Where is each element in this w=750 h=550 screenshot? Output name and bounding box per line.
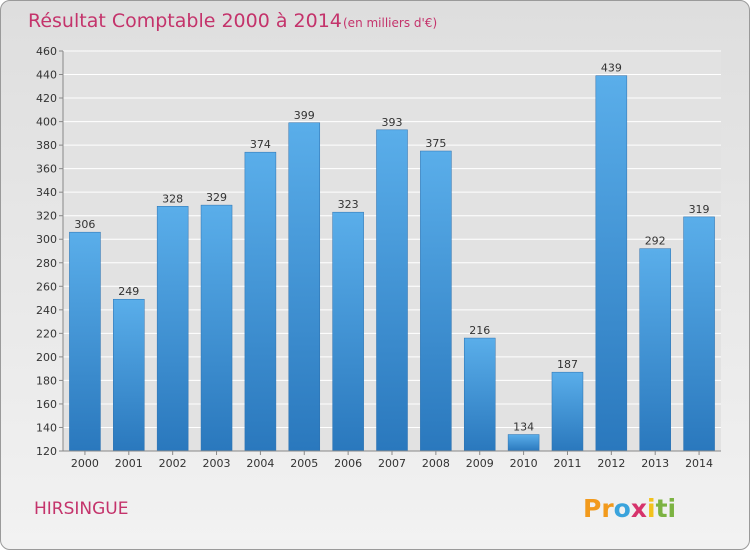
value-label: 306 bbox=[74, 218, 95, 231]
value-label: 249 bbox=[118, 285, 139, 298]
x-tick-label: 2014 bbox=[685, 457, 713, 470]
y-tick-label: 300 bbox=[36, 233, 57, 246]
bar bbox=[288, 122, 321, 452]
x-tick-label: 2004 bbox=[246, 457, 274, 470]
bar bbox=[200, 204, 233, 452]
y-tick-label: 220 bbox=[36, 327, 57, 340]
value-label: 439 bbox=[601, 62, 622, 75]
value-label: 399 bbox=[294, 109, 315, 122]
bar bbox=[551, 371, 584, 452]
logo-letter: i bbox=[668, 494, 677, 523]
y-tick-label: 280 bbox=[36, 257, 57, 270]
y-tick-label: 180 bbox=[36, 374, 57, 387]
proxiti-logo: Proxiti bbox=[583, 494, 676, 523]
logo-letter: x bbox=[631, 494, 647, 523]
bar bbox=[683, 216, 715, 452]
value-label: 329 bbox=[206, 191, 227, 204]
value-label: 328 bbox=[162, 192, 183, 205]
x-tick-label: 2002 bbox=[159, 457, 187, 470]
bar bbox=[244, 151, 277, 452]
commune-name: HIRSINGUE bbox=[34, 499, 129, 519]
x-axis-ticks: 2000 2001 2002 2003 2004 2005 2006 2007 2008 2009… bbox=[71, 451, 713, 470]
x-tick-label: 2000 bbox=[71, 457, 99, 470]
x-tick-label: 2003 bbox=[203, 457, 231, 470]
y-tick-label: 400 bbox=[36, 116, 57, 129]
logo-letter: t bbox=[656, 494, 668, 523]
value-label: 216 bbox=[469, 324, 490, 337]
bar bbox=[332, 211, 364, 452]
y-tick-label: 460 bbox=[36, 45, 57, 58]
x-tick-label: 2008 bbox=[422, 457, 450, 470]
y-tick-label: 340 bbox=[36, 186, 57, 199]
logo-letter: r bbox=[601, 494, 614, 523]
bar bbox=[463, 337, 496, 452]
bar bbox=[376, 129, 408, 452]
bar bbox=[507, 434, 540, 452]
value-label: 292 bbox=[645, 235, 666, 248]
logo-letter: i bbox=[647, 494, 656, 523]
x-tick-label: 2005 bbox=[290, 457, 318, 470]
value-label: 134 bbox=[513, 421, 534, 434]
x-tick-label: 2011 bbox=[553, 457, 581, 470]
y-tick-label: 420 bbox=[36, 92, 57, 105]
value-label: 323 bbox=[338, 198, 359, 211]
bar bbox=[156, 206, 189, 452]
value-label: 187 bbox=[557, 358, 578, 371]
y-tick-label: 200 bbox=[36, 351, 57, 364]
logo-letter: P bbox=[583, 494, 601, 523]
value-label: 375 bbox=[425, 137, 446, 150]
chart-title: Résultat Comptable 2000 à 2014 bbox=[28, 10, 342, 32]
value-label: 319 bbox=[689, 203, 710, 216]
x-tick-label: 2001 bbox=[115, 457, 143, 470]
chart-subtitle: (en milliers d'€) bbox=[343, 16, 437, 30]
value-label: 393 bbox=[382, 116, 403, 129]
y-tick-label: 440 bbox=[36, 69, 57, 82]
y-tick-label: 260 bbox=[36, 280, 57, 293]
bars bbox=[69, 75, 715, 452]
y-tick-label: 320 bbox=[36, 210, 57, 223]
value-labels: 306 249 328 329 374 399 323 393 375 216 134 187 439 2… bbox=[74, 62, 709, 434]
x-tick-label: 2009 bbox=[466, 457, 494, 470]
x-tick-label: 2010 bbox=[510, 457, 538, 470]
value-label: 374 bbox=[250, 138, 271, 151]
x-tick-label: 2007 bbox=[378, 457, 406, 470]
x-tick-label: 2013 bbox=[641, 457, 669, 470]
y-axis-ticks: 120 140 160 180 200 220 240 260 280 300 320 340 360 3… bbox=[36, 45, 63, 458]
bar bbox=[113, 298, 145, 452]
y-tick-label: 140 bbox=[36, 421, 57, 434]
logo-letter: o bbox=[614, 494, 631, 523]
y-tick-label: 240 bbox=[36, 304, 57, 317]
y-tick-label: 160 bbox=[36, 398, 57, 411]
bar bbox=[595, 75, 628, 452]
y-tick-label: 360 bbox=[36, 163, 57, 176]
x-tick-label: 2012 bbox=[597, 457, 625, 470]
bar bbox=[639, 248, 671, 452]
y-tick-label: 120 bbox=[36, 445, 57, 458]
bar bbox=[69, 231, 101, 452]
y-tick-label: 380 bbox=[36, 139, 57, 152]
x-tick-label: 2006 bbox=[334, 457, 362, 470]
bar bbox=[420, 150, 452, 452]
